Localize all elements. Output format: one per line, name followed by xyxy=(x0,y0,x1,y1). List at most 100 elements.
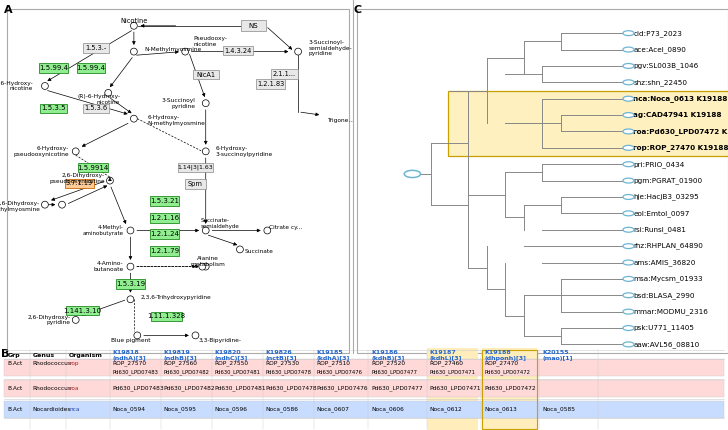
Text: pri:PRIO_0434: pri:PRIO_0434 xyxy=(633,161,685,168)
Text: Noca_0586: Noca_0586 xyxy=(266,406,298,412)
Text: ROP_27550: ROP_27550 xyxy=(215,361,249,366)
Text: K19820
(ndhC)[3]: K19820 (ndhC)[3] xyxy=(215,350,248,361)
Circle shape xyxy=(202,227,209,234)
Circle shape xyxy=(72,316,79,323)
Text: Pd630_LPD07482: Pd630_LPD07482 xyxy=(164,369,210,375)
Text: hje:HacjB3_03295: hje:HacjB3_03295 xyxy=(633,194,699,200)
Text: Pd630_LPD07471: Pd630_LPD07471 xyxy=(430,369,475,375)
Circle shape xyxy=(134,332,141,339)
Circle shape xyxy=(623,113,634,117)
Text: K19187
(kdhL)[3]: K19187 (kdhL)[3] xyxy=(430,350,462,361)
Circle shape xyxy=(623,31,634,36)
Text: ag:CAD47941 K19188: ag:CAD47941 K19188 xyxy=(633,112,722,118)
Text: (S)-6-Hydroxy-
nicotine: (S)-6-Hydroxy- nicotine xyxy=(0,80,33,92)
Text: nca:Noca_0613 K19188: nca:Noca_0613 K19188 xyxy=(633,95,728,102)
FancyBboxPatch shape xyxy=(83,43,109,53)
Text: K19186
(kdhB)[3]: K19186 (kdhB)[3] xyxy=(371,350,405,361)
Circle shape xyxy=(202,100,209,107)
Text: 1.5.3.5: 1.5.3.5 xyxy=(41,105,66,111)
Text: Pd630_LPD07478: Pd630_LPD07478 xyxy=(266,386,317,391)
Text: 2,6-Dihydroxy-
pyridine: 2,6-Dihydroxy- pyridine xyxy=(28,314,71,326)
Circle shape xyxy=(623,96,634,101)
FancyBboxPatch shape xyxy=(83,104,109,113)
Text: 3,3-Bipyridine-: 3,3-Bipyridine- xyxy=(199,338,242,343)
Circle shape xyxy=(623,162,634,167)
Circle shape xyxy=(199,263,206,270)
Text: Rhodococcus: Rhodococcus xyxy=(33,386,72,391)
Text: 4-Methyl-
aminobutyrate: 4-Methyl- aminobutyrate xyxy=(82,225,124,236)
Text: nca: nca xyxy=(69,407,79,412)
Circle shape xyxy=(623,260,634,265)
Bar xyxy=(4,380,724,397)
Text: K19818
(ndhA)[3]: K19818 (ndhA)[3] xyxy=(113,350,146,361)
Circle shape xyxy=(623,309,634,314)
Text: Noca_0607: Noca_0607 xyxy=(317,406,349,412)
Circle shape xyxy=(105,89,111,96)
Text: 3-Succinoyl
pyridine: 3-Succinoyl pyridine xyxy=(162,98,196,109)
FancyBboxPatch shape xyxy=(39,63,68,73)
FancyBboxPatch shape xyxy=(151,312,182,321)
Text: Succinate-
semialdehyde: Succinate- semialdehyde xyxy=(201,218,240,229)
Text: eol:Emtol_0097: eol:Emtol_0097 xyxy=(633,210,689,217)
Circle shape xyxy=(623,276,634,281)
Circle shape xyxy=(41,201,48,208)
Text: 2,3,6-Trihydroxypyridine: 2,3,6-Trihydroxypyridine xyxy=(141,295,211,300)
FancyBboxPatch shape xyxy=(150,246,179,255)
Text: 6-Hydroxy-
3-succinoylpyridine: 6-Hydroxy- 3-succinoylpyridine xyxy=(216,146,273,157)
Text: Alanine
metabolism: Alanine metabolism xyxy=(190,256,225,267)
Text: ROP_27510: ROP_27510 xyxy=(317,361,351,366)
Circle shape xyxy=(623,80,634,85)
Text: 1.2.1.16: 1.2.1.16 xyxy=(150,215,179,221)
Circle shape xyxy=(623,293,634,298)
Circle shape xyxy=(237,246,243,253)
Text: ace:Acel_0890: ace:Acel_0890 xyxy=(633,46,687,53)
Text: Pd630_LPD07483: Pd630_LPD07483 xyxy=(113,369,159,375)
Text: ROP_27560: ROP_27560 xyxy=(164,361,198,366)
Text: K19188
(dhponh)[3]: K19188 (dhponh)[3] xyxy=(484,350,526,361)
Circle shape xyxy=(404,170,421,178)
Text: Pd630_LPD07477: Pd630_LPD07477 xyxy=(371,369,417,375)
Text: B.Act: B.Act xyxy=(7,407,23,412)
Text: Nocardioides: Nocardioides xyxy=(33,407,71,412)
Text: ROP_27470: ROP_27470 xyxy=(484,361,518,366)
Text: (R)-6-Hydroxy-
nicotine: (R)-6-Hydroxy- nicotine xyxy=(77,94,120,105)
Text: C: C xyxy=(353,5,361,15)
FancyBboxPatch shape xyxy=(185,179,206,189)
Circle shape xyxy=(106,177,114,184)
Text: Citrate cy...: Citrate cy... xyxy=(269,224,302,230)
Text: Pd630_LPD07478: Pd630_LPD07478 xyxy=(266,369,312,375)
Circle shape xyxy=(623,178,634,183)
Bar xyxy=(427,348,478,430)
Text: Pd630_LPD07476: Pd630_LPD07476 xyxy=(317,369,363,375)
Text: rop:ROP_27470 K19188: rop:ROP_27470 K19188 xyxy=(633,144,728,151)
Text: ams:AMIS_36820: ams:AMIS_36820 xyxy=(633,259,696,266)
Circle shape xyxy=(130,115,138,122)
Text: 1.141.3.10: 1.141.3.10 xyxy=(63,307,102,313)
Circle shape xyxy=(41,83,48,89)
Text: 4-Amino-
butanoate: 4-Amino- butanoate xyxy=(93,261,124,272)
Circle shape xyxy=(623,326,634,331)
Bar xyxy=(4,359,724,376)
Text: Noca_0585: Noca_0585 xyxy=(542,406,575,412)
Text: pgm:PGRAT_01900: pgm:PGRAT_01900 xyxy=(633,177,703,184)
Circle shape xyxy=(295,48,301,55)
Circle shape xyxy=(130,22,138,29)
Text: Nicotine: Nicotine xyxy=(120,18,148,24)
Text: N-Methylmyosmine: N-Methylmyosmine xyxy=(144,47,202,52)
Text: 2,6-Dihydroxy-
pseudooxynicotine: 2,6-Dihydroxy- pseudooxynicotine xyxy=(50,173,105,184)
Text: roa: roa xyxy=(69,386,79,391)
FancyBboxPatch shape xyxy=(193,70,219,80)
Text: Pd630_LPD07481: Pd630_LPD07481 xyxy=(215,386,266,391)
FancyBboxPatch shape xyxy=(256,80,285,89)
Text: Noca_0612: Noca_0612 xyxy=(430,406,462,412)
Text: Grp: Grp xyxy=(7,353,20,358)
Text: B: B xyxy=(1,349,10,359)
Text: Pd630_LPD07472: Pd630_LPD07472 xyxy=(484,369,530,375)
Text: rhz:RHPLAN_64890: rhz:RHPLAN_64890 xyxy=(633,243,703,249)
Text: ROP_27530: ROP_27530 xyxy=(266,361,300,366)
Circle shape xyxy=(202,263,209,270)
Text: psk:U771_11405: psk:U771_11405 xyxy=(633,325,695,332)
Text: shz:shn_22450: shz:shn_22450 xyxy=(633,79,687,86)
Text: 1.2.1.83: 1.2.1.83 xyxy=(257,81,285,87)
Text: B.Act: B.Act xyxy=(7,361,23,366)
